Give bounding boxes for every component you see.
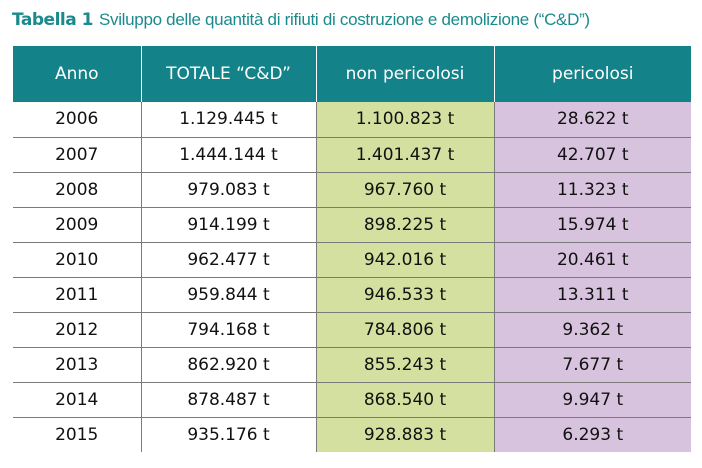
cell-anno: 2008 [13,172,142,208]
table-title: Sviluppo delle quantità di rifiuti di co… [98,10,590,29]
header-row: Anno TOTALE “C&D” non pericolosi pericol… [13,46,691,102]
cell-totale: 878.487 t [141,382,317,418]
cell-anno: 2007 [13,137,142,173]
cell-pericolosi: 9.947 t [494,382,691,418]
cell-anno: 2010 [13,242,142,278]
table-row: 2007 1.444.144 t 1.401.437 t 42.707 t [13,137,691,173]
cell-totale: 862.920 t [141,347,317,383]
table-row: 2013 862.920 t 855.243 t 7.677 t [13,347,691,383]
header-totale: TOTALE “C&D” [141,46,317,102]
cell-pericolosi: 15.974 t [494,207,691,243]
table-row: 2011 959.844 t 946.533 t 13.311 t [13,277,691,313]
table-row: 2006 1.129.445 t 1.100.823 t 28.622 t [13,102,691,138]
cell-non-pericolosi: 928.883 t [316,417,495,452]
cell-anno: 2011 [13,277,142,313]
cell-anno: 2013 [13,347,142,383]
cell-anno: 2014 [13,382,142,418]
waste-data-table: Anno TOTALE “C&D” non pericolosi pericol… [13,46,691,452]
cell-non-pericolosi: 1.401.437 t [316,137,495,173]
cell-anno: 2015 [13,417,142,452]
cell-pericolosi: 6.293 t [494,417,691,452]
cell-non-pericolosi: 946.533 t [316,277,495,313]
cell-anno: 2009 [13,207,142,243]
cell-anno: 2006 [13,102,142,138]
table-row: 2009 914.199 t 898.225 t 15.974 t [13,207,691,243]
table-header: Anno TOTALE “C&D” non pericolosi pericol… [13,46,691,102]
table-row: 2010 962.477 t 942.016 t 20.461 t [13,242,691,278]
table-row: 2015 935.176 t 928.883 t 6.293 t [13,417,691,452]
cell-totale: 794.168 t [141,312,317,348]
header-non-pericolosi: non pericolosi [316,46,495,102]
cell-pericolosi: 9.362 t [494,312,691,348]
table-number: Tabella 1 [12,10,93,30]
cell-non-pericolosi: 967.760 t [316,172,495,208]
cell-totale: 935.176 t [141,417,317,452]
cell-non-pericolosi: 868.540 t [316,382,495,418]
cell-pericolosi: 7.677 t [494,347,691,383]
cell-totale: 979.083 t [141,172,317,208]
cell-totale: 1.129.445 t [141,102,317,138]
cell-anno: 2012 [13,312,142,348]
cell-pericolosi: 28.622 t [494,102,691,138]
cell-totale: 1.444.144 t [141,137,317,173]
cell-totale: 959.844 t [141,277,317,313]
cell-pericolosi: 42.707 t [494,137,691,173]
cell-non-pericolosi: 898.225 t [316,207,495,243]
table-row: 2008 979.083 t 967.760 t 11.323 t [13,172,691,208]
header-anno: Anno [13,46,142,102]
cell-pericolosi: 20.461 t [494,242,691,278]
cell-totale: 914.199 t [141,207,317,243]
cell-totale: 962.477 t [141,242,317,278]
cell-pericolosi: 13.311 t [494,277,691,313]
cell-non-pericolosi: 1.100.823 t [316,102,495,138]
table-row: 2014 878.487 t 868.540 t 9.947 t [13,382,691,418]
cell-non-pericolosi: 855.243 t [316,347,495,383]
table-row: 2012 794.168 t 784.806 t 9.362 t [13,312,691,348]
cell-non-pericolosi: 784.806 t [316,312,495,348]
cell-pericolosi: 11.323 t [494,172,691,208]
table-body: 2006 1.129.445 t 1.100.823 t 28.622 t 20… [13,102,691,452]
table-caption: Tabella 1 Sviluppo delle quantità di rifi… [12,8,590,32]
header-pericolosi: pericolosi [552,64,634,84]
cell-non-pericolosi: 942.016 t [316,242,495,278]
